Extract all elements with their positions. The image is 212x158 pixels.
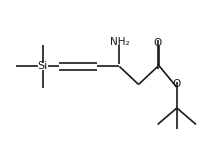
Text: O: O [173,79,181,89]
Text: NH₂: NH₂ [110,37,129,47]
Text: Si: Si [38,61,48,71]
Text: O: O [153,38,162,48]
